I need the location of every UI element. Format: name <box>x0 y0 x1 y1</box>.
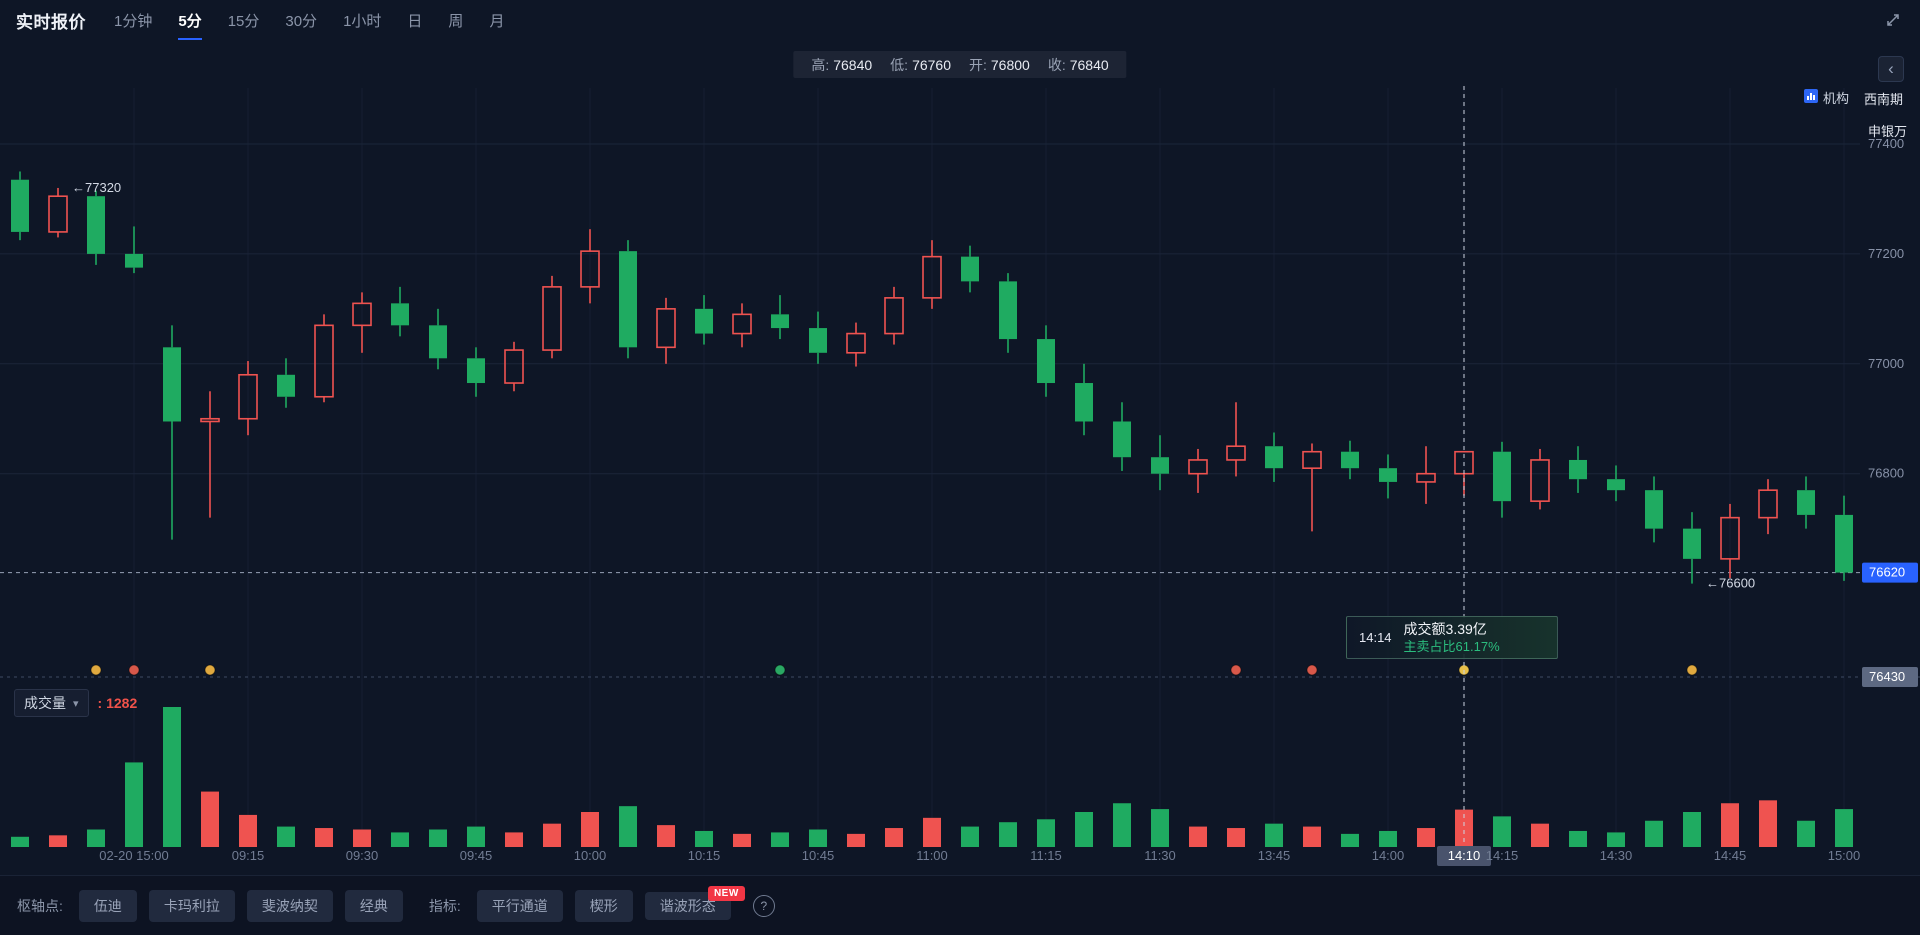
ohlc-low-value: 76760 <box>912 56 951 73</box>
svg-text:14:15: 14:15 <box>1486 848 1519 863</box>
collapse-panel-button[interactable]: ‹ <box>1878 56 1904 82</box>
ohlc-close-value: 76840 <box>1069 56 1109 73</box>
pivot-camarilla-button[interactable]: 卡玛利拉 <box>148 889 235 922</box>
tab-1hour[interactable]: 1小时 <box>343 12 382 30</box>
ohlc-low-label: 低: <box>890 56 909 73</box>
institution-label: 机构 <box>1823 91 1850 106</box>
svg-text:14:10: 14:10 <box>1448 848 1481 863</box>
help-icon[interactable]: ? <box>752 894 775 917</box>
pivot-fibonacci-button[interactable]: 斐波纳契 <box>246 889 333 922</box>
indicator-wedge-button[interactable]: 楔形 <box>574 889 633 922</box>
tab-15min[interactable]: 15分 <box>227 12 260 30</box>
svg-text:14:30: 14:30 <box>1600 848 1633 863</box>
timeframe-tabs: 1分钟 5分 15分 30分 1小时 日 周 月 <box>114 0 504 40</box>
tab-day[interactable]: 日 <box>407 12 423 30</box>
volume-indicator-dropdown[interactable]: 成交量 ▾ <box>14 689 89 717</box>
svg-text:76430: 76430 <box>1869 669 1905 684</box>
tab-1min[interactable]: 1分钟 <box>114 12 153 30</box>
svg-text:←77320: ←77320 <box>72 180 121 195</box>
drawing-toolbar: 枢轴点: 伍迪 卡玛利拉 斐波纳契 经典 指标: 平行通道 楔形 谐波形态 NE… <box>0 875 1920 935</box>
institution-icon <box>1804 89 1818 106</box>
chevron-left-icon: ‹ <box>1888 59 1894 78</box>
institution-chip[interactable]: 机构 <box>1804 88 1849 107</box>
ohlc-bar: 高: 76840 低: 76760 开: 76800 收: 76840 <box>793 51 1127 78</box>
svg-text:14:45: 14:45 <box>1714 848 1747 863</box>
broker-item-2[interactable]: 申银万 <box>1868 124 1908 139</box>
crosshair-time: 14:14 <box>1359 630 1392 645</box>
tab-30min[interactable]: 30分 <box>285 12 318 30</box>
svg-text:10:15: 10:15 <box>688 848 721 863</box>
pivot-label: 枢轴点: <box>17 897 63 914</box>
svg-text:11:00: 11:00 <box>916 848 948 863</box>
pivot-classic-button[interactable]: 经典 <box>344 889 403 922</box>
ohlc-high-value: 76840 <box>833 56 873 73</box>
ohlc-open-label: 开: <box>969 56 987 73</box>
tooltip-turnover: 成交额3.39亿 <box>1403 620 1487 637</box>
tooltip-sell-ratio: 主卖占比61.17% <box>1403 638 1500 654</box>
fullscreen-icon[interactable] <box>1882 9 1904 31</box>
svg-text:09:15: 09:15 <box>232 848 265 863</box>
pivot-woodie-button[interactable]: 伍迪 <box>78 889 137 922</box>
topbar: 实时报价 1分钟 5分 15分 30分 1小时 日 周 月 <box>0 0 1920 40</box>
chevron-down-icon: ▾ <box>73 697 79 710</box>
svg-text:09:30: 09:30 <box>346 848 379 863</box>
page-title: 实时报价 <box>16 12 86 32</box>
chart-svg[interactable]: 77400 77200 77000 76800 ←77320 ←76600 02-20 15… <box>0 40 1920 875</box>
tab-5min[interactable]: 5分 <box>178 0 202 40</box>
new-badge: NEW <box>707 885 745 901</box>
svg-text:10:00: 10:00 <box>574 848 607 863</box>
svg-text:77000: 77000 <box>1868 356 1904 371</box>
svg-text:10:45: 10:45 <box>802 848 835 863</box>
svg-text:15:00: 15:00 <box>1828 848 1861 863</box>
svg-text:76620: 76620 <box>1869 565 1905 580</box>
svg-text:77400: 77400 <box>1868 136 1904 151</box>
tab-week[interactable]: 周 <box>448 12 464 30</box>
broker-item-1[interactable]: 西南期 <box>1864 92 1904 107</box>
svg-text:←76600: ←76600 <box>1706 576 1755 591</box>
svg-text:76800: 76800 <box>1868 466 1904 481</box>
volume-value: : 1282 <box>97 695 138 711</box>
indicator-label: 指标: <box>428 897 461 914</box>
ohlc-high-label: 高: <box>811 56 830 73</box>
svg-text:13:45: 13:45 <box>1258 848 1291 863</box>
svg-text:14:00: 14:00 <box>1372 848 1405 863</box>
crosshair-tooltip: 14:14 成交额3.39亿 主卖占比61.17% <box>1346 616 1558 659</box>
indicator-parallel-channel-button[interactable]: 平行通道 <box>476 889 563 922</box>
svg-text:11:15: 11:15 <box>1030 848 1062 863</box>
svg-text:11:30: 11:30 <box>1144 848 1176 863</box>
volume-pane-header: 成交量 ▾ : 1282 <box>14 689 137 717</box>
volume-indicator-label: 成交量 <box>24 695 66 711</box>
svg-text:02-20 15:00: 02-20 15:00 <box>99 848 168 863</box>
svg-text:77200: 77200 <box>1868 246 1904 261</box>
svg-text:09:45: 09:45 <box>460 848 493 863</box>
ohlc-close-label: 收: <box>1047 56 1066 73</box>
chart-area: 77400 77200 77000 76800 ←77320 ←76600 02-20 15… <box>0 40 1920 875</box>
ohlc-open-value: 76800 <box>990 56 1030 73</box>
tab-month[interactable]: 月 <box>489 12 505 30</box>
